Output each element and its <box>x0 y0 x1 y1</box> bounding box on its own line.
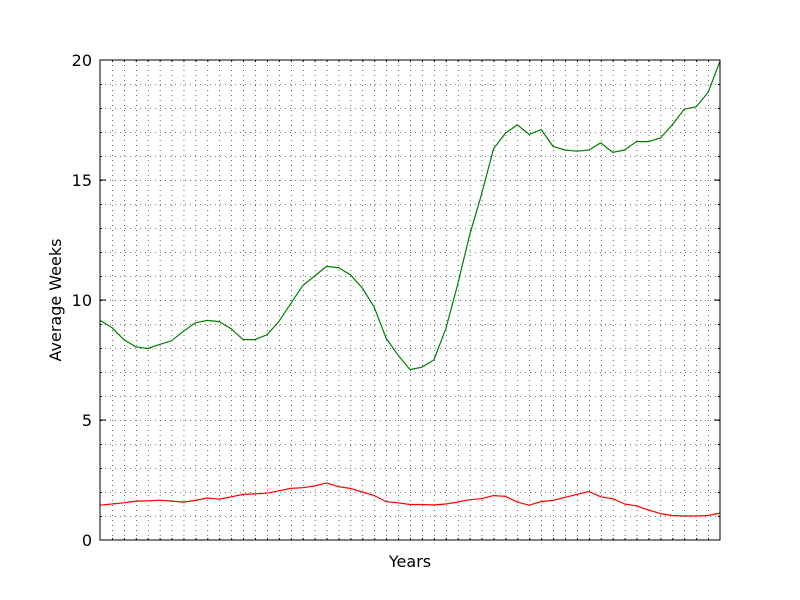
x-axis-label: Years <box>388 552 431 571</box>
series-lines <box>99 60 721 517</box>
y-axis-label: Average Weeks <box>46 239 65 362</box>
axis-ticks: 0 5 10 15 20 <box>72 51 720 550</box>
y-tick-label: 10 <box>72 291 92 310</box>
y-tick-label: 15 <box>72 171 92 190</box>
y-tick-label: 5 <box>82 411 92 430</box>
grid <box>100 60 720 540</box>
series-line-2 <box>99 482 721 517</box>
y-tick-label: 0 <box>82 531 92 550</box>
y-tick-label: 20 <box>72 51 92 70</box>
series-line-1 <box>99 60 721 371</box>
